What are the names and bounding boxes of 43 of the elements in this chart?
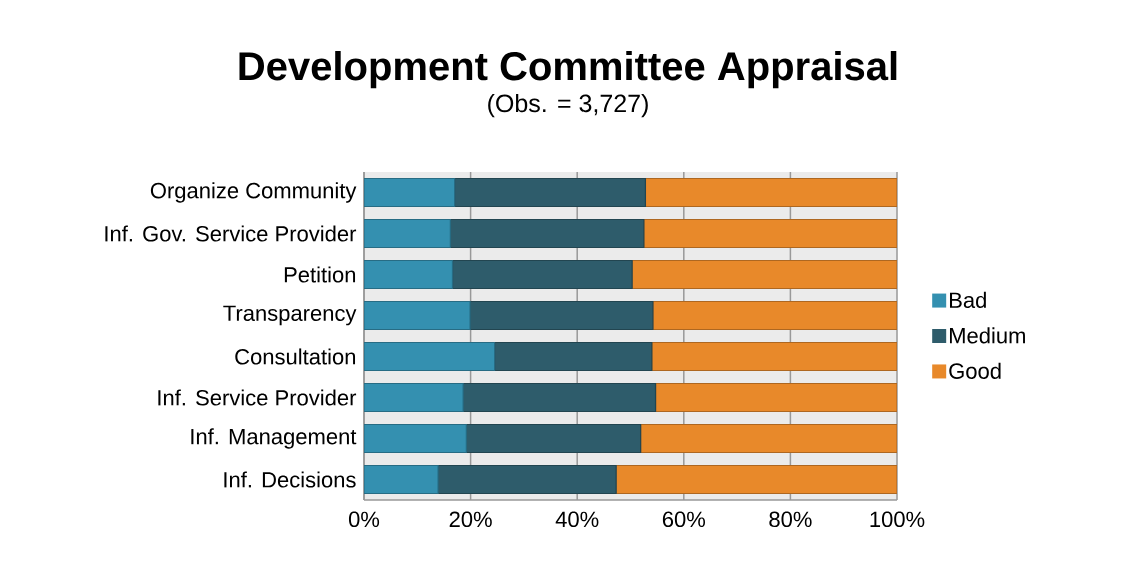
bar	[615, 464, 898, 495]
bar	[651, 341, 898, 372]
x-tick-label: 20%	[449, 511, 492, 528]
bar	[652, 300, 898, 331]
bar	[640, 423, 898, 454]
x-tick-label: 0%	[348, 511, 380, 528]
y-tick-label: Petition	[284, 266, 356, 283]
bar	[364, 341, 496, 372]
y-tick-label: Organize Community	[150, 182, 357, 203]
chart-title: Development Committee Appraisal	[239, 51, 897, 89]
bar	[364, 259, 454, 290]
legend-label: Bad	[949, 291, 986, 309]
bar	[364, 218, 451, 249]
x-tick-label: 80%	[769, 511, 812, 528]
bar	[364, 177, 456, 208]
bar	[364, 382, 464, 413]
bar	[462, 382, 657, 413]
bar	[449, 218, 645, 249]
legend-label: Good	[949, 362, 1001, 379]
x-tick-label: 100%	[870, 511, 925, 528]
y-tick-label: Inf. Gov. Service Provider	[105, 225, 357, 242]
y-tick-label: Consultation	[235, 348, 356, 365]
bar	[469, 300, 654, 331]
chart-subtitle: (Obs. = 3,727)	[488, 93, 648, 118]
bar	[451, 259, 633, 290]
y-tick-label: Transparency	[223, 305, 357, 326]
bar	[364, 423, 467, 454]
bar	[364, 300, 471, 331]
bar	[465, 423, 642, 454]
legend-label: Medium	[949, 327, 1025, 344]
y-tick-label: Inf. Decisions	[224, 471, 356, 488]
y-tick-label: Inf. Management	[191, 428, 357, 449]
bar	[493, 341, 653, 372]
bar	[364, 464, 439, 495]
bar	[654, 382, 898, 413]
x-tick-label: 60%	[662, 511, 706, 528]
bar	[631, 259, 898, 290]
y-tick-label: Inf. Service Provider	[158, 389, 357, 406]
bar	[644, 177, 898, 208]
bar	[437, 464, 617, 495]
bar	[454, 177, 647, 208]
bar	[643, 218, 898, 249]
x-tick-label: 40%	[555, 511, 599, 528]
